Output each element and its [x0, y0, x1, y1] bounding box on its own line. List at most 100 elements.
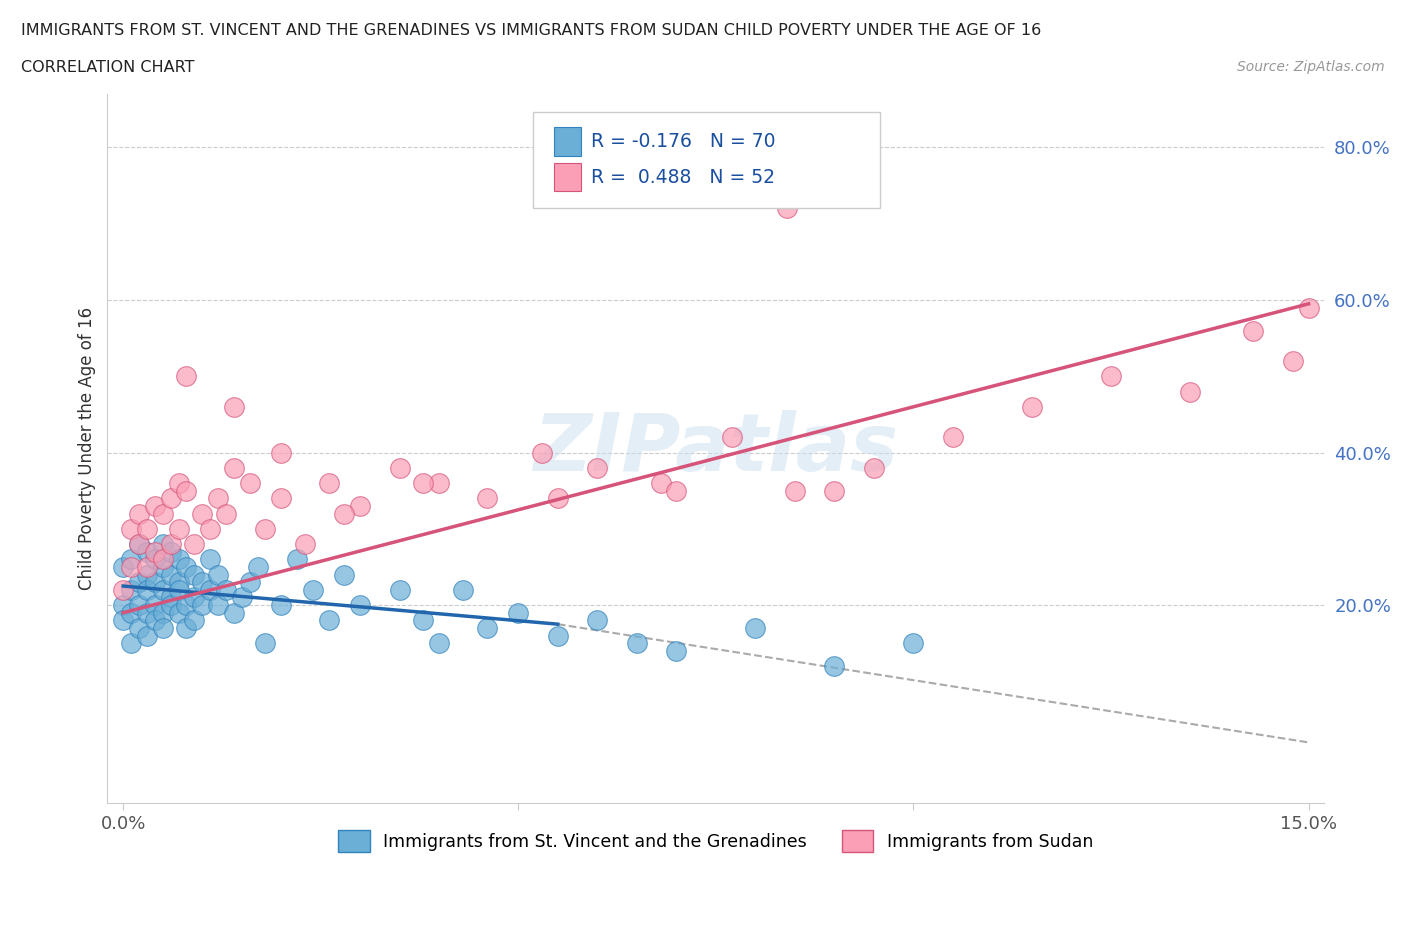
Text: ZIPatlas: ZIPatlas: [533, 410, 898, 487]
Point: [112, 560, 135, 575]
Point: [128, 537, 150, 551]
Point: [143, 498, 166, 513]
Point: [246, 560, 269, 575]
Point: [475, 620, 498, 635]
Point: [128, 506, 150, 521]
Point: [239, 475, 262, 490]
Bar: [554, 163, 581, 192]
Point: [128, 575, 150, 590]
Point: [388, 460, 411, 475]
Point: [215, 582, 238, 597]
Point: [333, 506, 356, 521]
Point: [167, 575, 190, 590]
Point: [143, 551, 166, 566]
Point: [318, 613, 340, 628]
Point: [270, 491, 292, 506]
Point: [152, 582, 174, 597]
Point: [222, 460, 245, 475]
Point: [167, 475, 190, 490]
Point: [451, 582, 474, 597]
Point: [135, 605, 157, 620]
Point: [412, 613, 434, 628]
Point: [120, 605, 142, 620]
Point: [863, 460, 886, 475]
Text: Source: ZipAtlas.com: Source: ZipAtlas.com: [1237, 60, 1385, 74]
Point: [207, 567, 229, 582]
Point: [152, 620, 174, 635]
Point: [176, 598, 198, 613]
Point: [167, 605, 190, 620]
Point: [159, 544, 181, 559]
Point: [152, 560, 174, 575]
Point: [1241, 323, 1264, 338]
Point: [1281, 353, 1303, 368]
Y-axis label: Child Poverty Under the Age of 16: Child Poverty Under the Age of 16: [79, 307, 96, 591]
Point: [254, 636, 277, 651]
Point: [1099, 369, 1122, 384]
Point: [159, 537, 181, 551]
Point: [222, 399, 245, 414]
Point: [720, 430, 742, 445]
Point: [222, 605, 245, 620]
Point: [176, 560, 198, 575]
Point: [650, 475, 672, 490]
Point: [783, 484, 806, 498]
Point: [239, 575, 262, 590]
Point: [191, 598, 214, 613]
Point: [135, 582, 157, 597]
Point: [120, 636, 142, 651]
Point: [152, 506, 174, 521]
Point: [285, 551, 308, 566]
Point: [1021, 399, 1043, 414]
Point: [135, 544, 157, 559]
Point: [112, 598, 135, 613]
Point: [254, 522, 277, 537]
Point: [823, 484, 845, 498]
Text: CORRELATION CHART: CORRELATION CHART: [21, 60, 194, 75]
Point: [942, 430, 965, 445]
Point: [143, 544, 166, 559]
Point: [333, 567, 356, 582]
Point: [112, 613, 135, 628]
Point: [294, 537, 316, 551]
Point: [776, 201, 799, 216]
Bar: [554, 127, 581, 155]
Point: [120, 551, 142, 566]
Point: [665, 644, 688, 658]
Point: [207, 491, 229, 506]
Point: [626, 636, 648, 651]
Point: [135, 628, 157, 643]
Point: [159, 567, 181, 582]
Point: [120, 582, 142, 597]
Point: [167, 582, 190, 597]
Point: [198, 551, 221, 566]
Point: [183, 537, 205, 551]
Point: [120, 522, 142, 537]
Point: [176, 484, 198, 498]
Point: [198, 582, 221, 597]
Point: [547, 628, 569, 643]
Point: [167, 551, 190, 566]
Point: [183, 590, 205, 604]
Point: [135, 522, 157, 537]
Point: [823, 658, 845, 673]
Point: [270, 445, 292, 460]
Point: [547, 491, 569, 506]
Point: [176, 369, 198, 384]
Point: [198, 522, 221, 537]
Text: IMMIGRANTS FROM ST. VINCENT AND THE GRENADINES VS IMMIGRANTS FROM SUDAN CHILD PO: IMMIGRANTS FROM ST. VINCENT AND THE GREN…: [21, 23, 1042, 38]
Point: [120, 560, 142, 575]
Point: [475, 491, 498, 506]
Point: [427, 636, 450, 651]
Point: [167, 522, 190, 537]
Point: [159, 590, 181, 604]
Point: [207, 598, 229, 613]
Point: [128, 598, 150, 613]
Point: [270, 598, 292, 613]
Point: [143, 613, 166, 628]
Text: R =  0.488   N = 52: R = 0.488 N = 52: [591, 167, 775, 187]
Point: [1298, 300, 1320, 315]
Point: [903, 636, 925, 651]
Point: [427, 475, 450, 490]
Point: [586, 460, 609, 475]
